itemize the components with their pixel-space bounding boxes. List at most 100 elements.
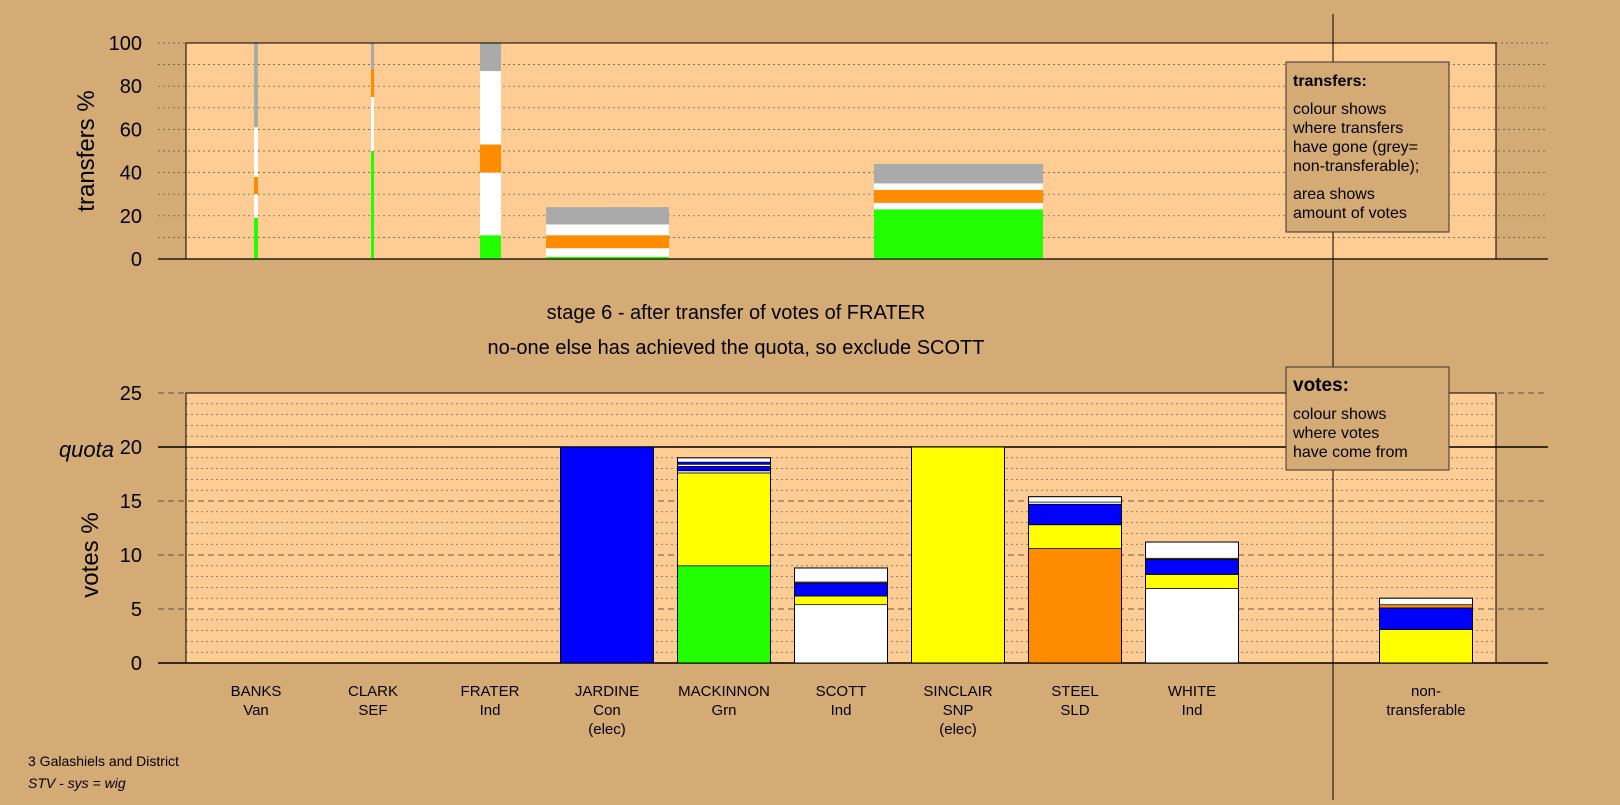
votes-segment-snp: [911, 446, 1005, 664]
candidate-note: (elec): [939, 721, 977, 738]
votes-segment-ind: [794, 567, 888, 583]
transfers-legend-line2: where transfers: [1292, 120, 1403, 137]
quota-label: quota: [59, 437, 114, 462]
transfers-segment-sef: [371, 68, 374, 97]
votes-segment-snp: [794, 595, 888, 606]
votes-tick-label: 5: [131, 599, 142, 621]
transfers-bar-frater: [480, 43, 501, 259]
transfers-legend: transfers: colour shows where transfers …: [1285, 61, 1450, 233]
votes-segment-ind: [1028, 496, 1122, 503]
nontransferable-label-line: transferable: [1386, 702, 1465, 719]
candidate-party: SLD: [1060, 702, 1089, 719]
candidate-party: Ind: [831, 702, 852, 719]
transfers-segment-grn: [371, 151, 374, 259]
votes-legend-title: votes:: [1293, 375, 1349, 396]
votes-segment-sld: [1028, 548, 1122, 664]
votes-tick-label: 10: [120, 545, 142, 567]
transfers-tick-label: 100: [109, 33, 142, 55]
candidate-name: STEEL: [1051, 683, 1099, 700]
transfers-segment-ind: [874, 202, 1043, 210]
votes-bar-jardine: [560, 446, 654, 664]
votes-segment-con: [560, 446, 654, 664]
votes-segment-sld: [1379, 604, 1473, 609]
votes-bar-white: [1145, 541, 1239, 664]
votes-legend-line3: have come from: [1293, 444, 1408, 461]
votes-axis-label: votes %: [77, 512, 104, 597]
transfers-segment-van: [480, 43, 501, 72]
votes-tick-label: 25: [120, 383, 142, 405]
votes-bar-steel: [1028, 496, 1122, 664]
votes-legend: votes: colour shows where votes have com…: [1285, 366, 1450, 471]
votes-segment-ind: [1145, 588, 1239, 664]
stage-title: stage 6 - after transfer of votes of FRA…: [547, 302, 926, 324]
votes-segment-con: [1028, 503, 1122, 526]
system-label: STV - sys = wig: [28, 775, 126, 791]
transfers-segment-van: [546, 207, 669, 225]
votes-segment-con: [1379, 607, 1473, 630]
candidate-label-scott: SCOTT Ind: [816, 683, 867, 719]
votes-bar-scott: [794, 567, 888, 664]
candidate-name: SINCLAIR: [923, 683, 992, 700]
transfers-segment-grn: [874, 209, 1043, 259]
candidate-label-white: WHITE Ind: [1168, 683, 1216, 719]
transfers-tick-label: 0: [131, 249, 142, 271]
candidate-name: BANKS: [231, 683, 282, 700]
votes-segment-ind: [1145, 541, 1239, 559]
candidate-label-mackinnon: MACKINNON Grn: [678, 683, 770, 719]
votes-bar-mackinnon: [677, 457, 771, 664]
transfers-segment-ind: [546, 248, 669, 257]
votes-legend-line1: colour shows: [1293, 406, 1386, 423]
stage-subtitle: no-one else has achieved the quota, so e…: [488, 337, 985, 359]
transfers-segment-sef: [480, 144, 501, 173]
candidate-party: SNP: [943, 702, 974, 719]
candidate-party: Ind: [480, 702, 501, 719]
transfers-tick-label: 60: [120, 119, 142, 141]
transfers-segment-sef: [254, 176, 258, 195]
transfers-segment-ind: [254, 194, 258, 218]
candidate-note: (elec): [588, 721, 626, 738]
votes-ticks: 0 5 10 15 20 25: [120, 383, 142, 675]
candidate-party: Con: [593, 702, 621, 719]
candidate-name: SCOTT: [816, 683, 867, 700]
transfers-ticks: 0 20 40 60 80 100: [109, 33, 142, 271]
transfers-segment-van: [874, 163, 1043, 184]
transfers-bar-frater-transfer: [546, 207, 669, 259]
candidate-name: MACKINNON: [678, 683, 770, 700]
votes-legend-line2: where votes: [1292, 425, 1379, 442]
transfers-legend-line4: non-transferable);: [1293, 158, 1419, 175]
votes-segment-snp: [1379, 629, 1473, 664]
transfers-tick-label: 40: [120, 163, 142, 185]
votes-segment-snp: [677, 472, 771, 567]
transfers-segment-ind: [480, 172, 501, 236]
candidate-label-banks: BANKS Van: [231, 683, 282, 719]
transfers-segment-sef: [874, 189, 1043, 203]
votes-segment-ind: [794, 604, 888, 664]
candidate-party: SEF: [358, 702, 387, 719]
votes-bar-sinclair: [911, 446, 1005, 664]
transfers-segment-sef: [546, 235, 669, 249]
votes-tick-label: 0: [131, 653, 142, 675]
votes-bars: [560, 446, 1473, 664]
votes-segment-ind: [1379, 597, 1473, 606]
votes-bar-non-transferable: [1379, 597, 1473, 664]
transfers-bar-frater-transfer-2: [874, 163, 1043, 259]
candidate-label-frater: FRATER Ind: [461, 683, 520, 719]
transfers-segment-van: [254, 43, 258, 128]
candidate-party: Grn: [711, 702, 736, 719]
candidate-label-jardine: JARDINE Con (elec): [575, 683, 639, 738]
votes-segment-con: [677, 466, 771, 472]
constituency-label: 3 Galashiels and District: [28, 753, 179, 769]
transfers-legend-line1: colour shows: [1293, 101, 1386, 118]
nontransferable-label-line: non-: [1411, 683, 1441, 700]
votes-tick-label: 20: [120, 437, 142, 459]
candidate-party: Ind: [1182, 702, 1203, 719]
transfers-segment-van: [371, 43, 374, 69]
transfers-plot-frame: [185, 42, 1497, 260]
transfers-segment-ind: [480, 71, 501, 145]
transfers-segment-grn: [254, 217, 258, 259]
candidate-name: JARDINE: [575, 683, 639, 700]
votes-segment-snp: [1145, 574, 1239, 589]
votes-segment-con: [794, 582, 888, 597]
votes-x-labels: BANKS Van CLARK SEF FRATER Ind JARDINE Con (elec…: [231, 683, 1466, 738]
